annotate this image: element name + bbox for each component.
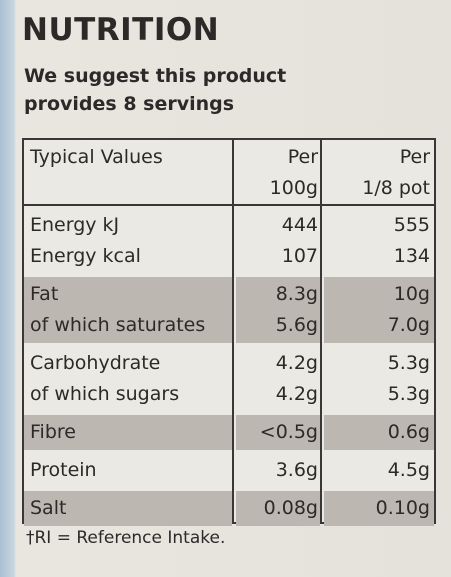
header-rule — [24, 204, 434, 206]
subtitle: We suggest this product provides 8 servi… — [24, 65, 287, 115]
row-shade — [236, 415, 320, 450]
row-shade — [24, 491, 232, 526]
nutrient-value: 5.6g — [275, 314, 318, 336]
nutrient-name: of which sugars — [30, 383, 180, 405]
title: NUTRITION — [22, 12, 220, 48]
nutrient-value: 4.2g — [275, 383, 318, 405]
nutrient-name: of which saturates — [30, 314, 206, 336]
nutrient-value: 5.3g — [387, 352, 430, 374]
nutrient-value: 444 — [281, 214, 318, 236]
nutrient-value: 4.2g — [275, 352, 318, 374]
row-shade — [236, 277, 320, 343]
nutrient-name: Fat — [30, 283, 59, 305]
nutrient-value: 7.0g — [387, 314, 430, 336]
row-shade — [324, 491, 434, 526]
nutrient-name: Fibre — [30, 421, 76, 443]
row-shade — [24, 277, 232, 343]
nutrient-name: Salt — [30, 497, 67, 519]
nutrient-name: Energy kJ — [30, 214, 120, 236]
nutrient-name: Energy kcal — [30, 245, 141, 267]
nutrient-value: 8.3g — [275, 283, 318, 305]
nutrient-value: 10g — [393, 283, 430, 305]
row-shade — [236, 491, 320, 526]
nutrient-value: 0.08g — [263, 497, 318, 519]
column-rule — [320, 140, 322, 522]
column-rule — [232, 140, 234, 522]
nutrient-value: 4.5g — [387, 459, 430, 481]
nutrient-value: 5.3g — [387, 383, 430, 405]
nutrient-value: 107 — [281, 245, 318, 267]
header-cell: Typical Values — [30, 146, 163, 168]
row-shade — [24, 415, 232, 450]
nutrition-table: Typical Values Per 100g Per 1/8 pot Energy … — [22, 138, 436, 526]
nutrient-value: <0.5g — [259, 421, 318, 443]
nutrient-name: Protein — [30, 459, 97, 481]
nutrient-value: 134 — [393, 245, 430, 267]
footnote: †RI = Reference Intake. — [26, 528, 226, 548]
nutrient-name: Carbohydrate — [30, 352, 161, 374]
row-shade — [324, 277, 434, 343]
nutrient-value: 3.6g — [275, 459, 318, 481]
nutrient-value: 555 — [393, 214, 430, 236]
nutrient-value: 0.10g — [375, 497, 430, 519]
nutrient-value: 0.6g — [387, 421, 430, 443]
header-cell: Per 1/8 pot — [362, 146, 430, 199]
row-shade — [324, 415, 434, 450]
header-cell: Per 100g — [269, 146, 318, 199]
